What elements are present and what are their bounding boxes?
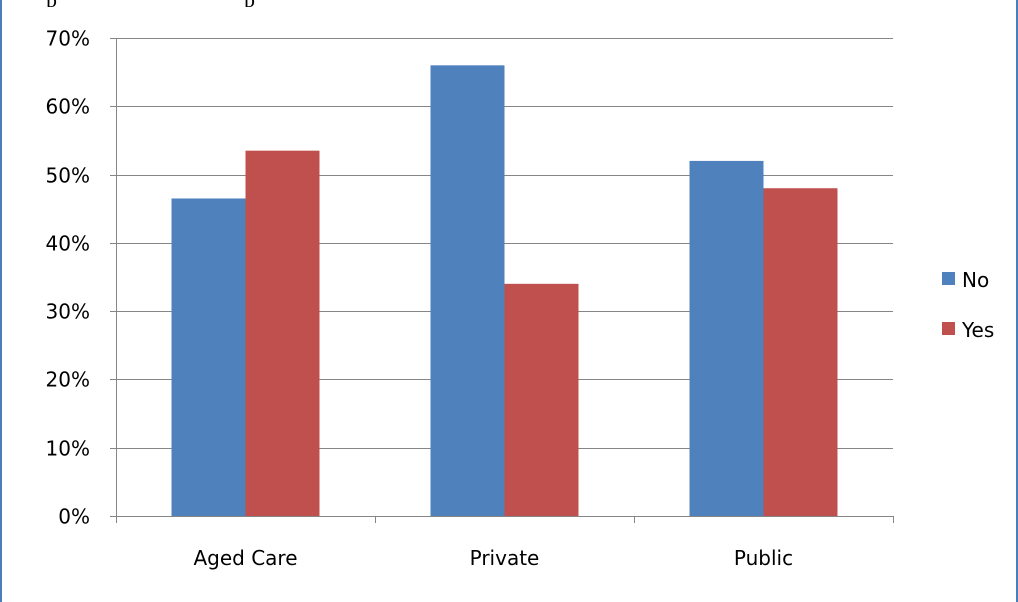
bar-no-public [689, 160, 764, 516]
x-tick-label: Aged Care [193, 546, 297, 570]
legend-swatch-yes [942, 322, 955, 335]
y-tick-label: 30% [46, 300, 90, 324]
bar-yes-public [763, 188, 838, 516]
bar-no-private [430, 65, 505, 517]
legend-swatch-no [942, 272, 955, 285]
bar-yes-private [504, 283, 579, 516]
cropped-text-fragment: p p [2, 0, 1018, 7]
y-tick-label: 70% [46, 27, 90, 51]
x-tick-label: Private [470, 546, 540, 570]
legend-label-yes: Yes [961, 318, 994, 342]
legend-label-no: No [962, 268, 989, 292]
y-tick-label: 0% [58, 505, 90, 529]
y-tick-label: 10% [46, 437, 90, 461]
x-tick-label: Public [734, 546, 793, 570]
y-tick-label: 40% [46, 232, 90, 256]
y-tick-label: 50% [46, 164, 90, 188]
y-tick-label: 60% [46, 95, 90, 119]
bar-no-aged-care [171, 198, 246, 516]
bar-yes-aged-care [245, 150, 320, 516]
y-tick-label: 20% [46, 368, 90, 392]
